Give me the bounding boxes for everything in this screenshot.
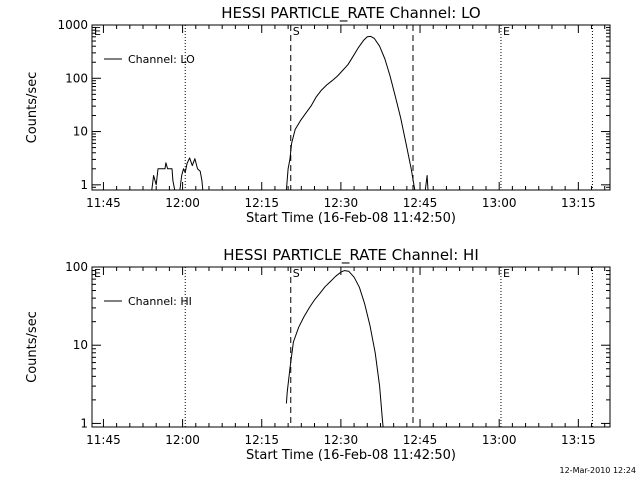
x-tick-label-channel-hi-2: 12:15 bbox=[244, 433, 279, 447]
series-line-channel-lo-segment-3 bbox=[424, 175, 429, 191]
plot-frame-channel-hi bbox=[91, 266, 611, 428]
panel-channel-lo: HESSI PARTICLE_RATE Channel: LO E S E 11:45 1… bbox=[25, 4, 611, 226]
marker-label-channel-lo-2: S bbox=[293, 25, 300, 38]
x-axis-label-channel-lo: Start Time (16-Feb-08 11:42:50) bbox=[246, 211, 456, 226]
x-tick-label-channel-hi-3: 12:30 bbox=[324, 433, 359, 447]
x-axis-label-channel-hi: Start Time (16-Feb-08 11:42:50) bbox=[246, 448, 456, 463]
y-axis-label-channel-hi: Counts/sec bbox=[25, 311, 40, 383]
series-line-channel-lo-segment-1 bbox=[179, 157, 204, 191]
legend-label-channel-hi: Channel: HI bbox=[128, 295, 192, 308]
x-tick-label-channel-hi-1: 12:00 bbox=[165, 433, 200, 447]
x-tick-label-channel-hi-0: 11:45 bbox=[86, 433, 121, 447]
y-tick-label-channel-lo-3: 1000 bbox=[57, 18, 88, 32]
marker-label-channel-hi-0: E bbox=[94, 267, 101, 280]
series-line-channel-hi-segment-0 bbox=[285, 270, 384, 428]
marker-label-channel-lo-4: E bbox=[503, 25, 510, 38]
marker-label-channel-hi-4: E bbox=[503, 267, 510, 280]
x-tick-label-channel-lo-4: 12:45 bbox=[403, 196, 438, 210]
y-tick-label-channel-hi-0: 1 bbox=[80, 416, 88, 430]
y-axis-label-channel-lo: Counts/sec bbox=[25, 72, 40, 144]
series-line-channel-lo-segment-0 bbox=[151, 162, 176, 191]
x-tick-label-channel-hi-5: 13:00 bbox=[482, 433, 517, 447]
y-tick-label-channel-hi-2: 100 bbox=[65, 260, 88, 274]
marker-label-channel-lo-0: E bbox=[94, 25, 101, 38]
legend-label-channel-lo: Channel: LO bbox=[128, 53, 195, 66]
x-tick-label-channel-hi-4: 12:45 bbox=[403, 433, 438, 447]
x-tick-label-channel-hi-6: 13:15 bbox=[561, 433, 596, 447]
y-tick-label-channel-lo-2: 100 bbox=[65, 71, 88, 85]
x-tick-label-channel-lo-0: 11:45 bbox=[86, 196, 121, 210]
chart-title-channel-hi: HESSI PARTICLE_RATE Channel: HI bbox=[223, 246, 479, 265]
x-tick-label-channel-lo-3: 12:30 bbox=[324, 196, 359, 210]
plot-frame-channel-lo bbox=[91, 24, 611, 191]
x-tick-label-channel-lo-2: 12:15 bbox=[244, 196, 279, 210]
series-line-channel-lo-segment-2 bbox=[285, 35, 416, 191]
y-tick-label-channel-lo-0: 1 bbox=[80, 178, 88, 192]
footer-timestamp: 12-Mar-2010 12:24 bbox=[560, 466, 637, 475]
x-tick-label-channel-lo-6: 13:15 bbox=[561, 196, 596, 210]
marker-label-channel-hi-2: S bbox=[293, 267, 300, 280]
x-tick-label-channel-lo-5: 13:00 bbox=[482, 196, 517, 210]
y-tick-label-channel-hi-1: 10 bbox=[73, 338, 88, 352]
chart-title-channel-lo: HESSI PARTICLE_RATE Channel: LO bbox=[221, 4, 480, 23]
y-tick-label-channel-lo-1: 10 bbox=[73, 125, 88, 139]
panel-channel-hi: HESSI PARTICLE_RATE Channel: HI E S E 11:45 1… bbox=[25, 246, 611, 463]
x-tick-label-channel-lo-1: 12:00 bbox=[165, 196, 200, 210]
